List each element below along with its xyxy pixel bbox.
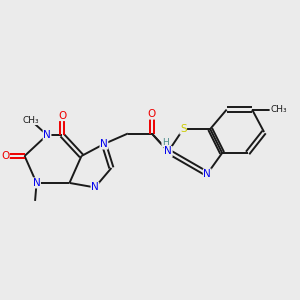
Text: H: H: [162, 138, 169, 147]
Text: N: N: [164, 146, 172, 157]
Text: O: O: [148, 109, 156, 119]
Text: N: N: [91, 182, 99, 192]
Text: CH₃: CH₃: [22, 116, 39, 124]
Text: O: O: [58, 111, 66, 121]
Text: N: N: [100, 139, 108, 149]
Text: N: N: [43, 130, 51, 140]
Text: O: O: [1, 151, 9, 161]
Text: CH₃: CH₃: [270, 105, 287, 114]
Text: N: N: [203, 169, 211, 179]
Text: N: N: [33, 178, 41, 188]
Text: S: S: [180, 124, 187, 134]
